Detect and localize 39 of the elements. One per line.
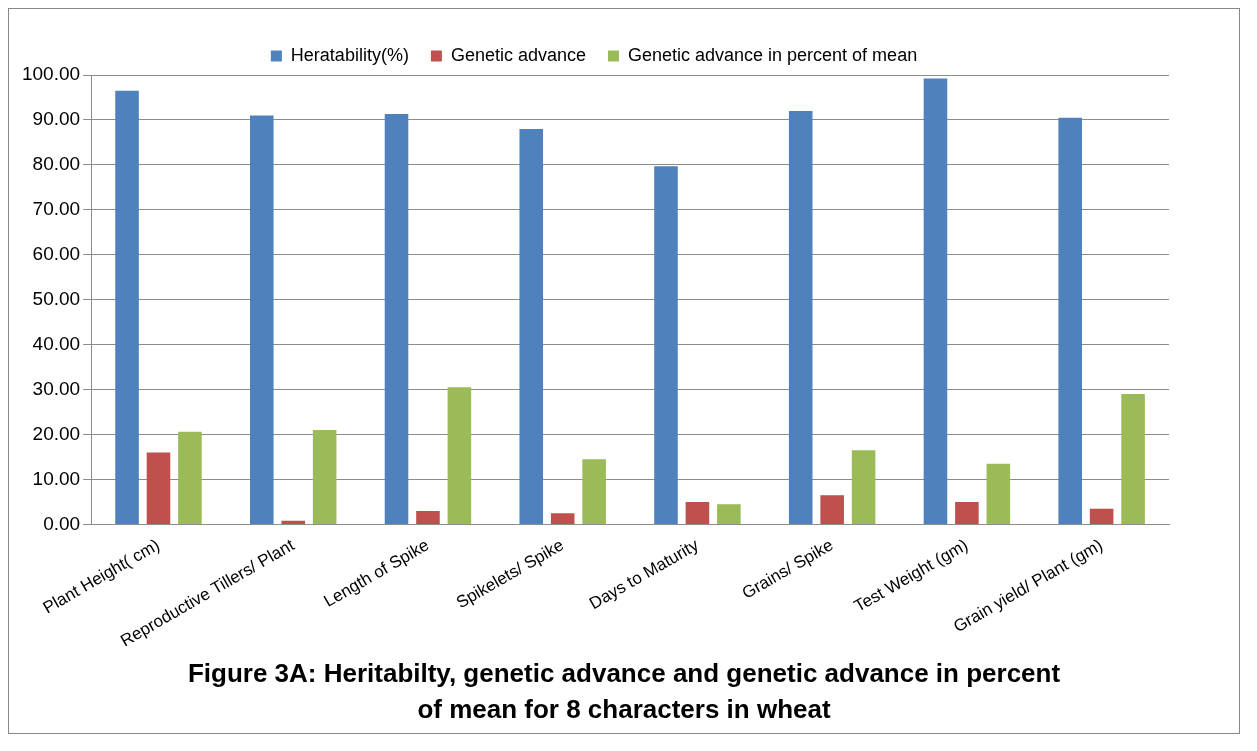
bar bbox=[1089, 508, 1114, 524]
bar bbox=[1121, 394, 1145, 524]
bar bbox=[312, 430, 337, 524]
bar bbox=[986, 463, 1011, 524]
y-tick-label: 40.00 bbox=[32, 332, 81, 354]
bar bbox=[851, 450, 876, 524]
y-tick-label: 70.00 bbox=[32, 198, 81, 220]
y-tick-label: 90.00 bbox=[32, 108, 81, 130]
bar bbox=[685, 501, 710, 524]
text: Figure 3A: Heritabilty, genetic advance and genetic advance in percent of mean for 8 characters in wheat bbox=[186, 657, 1062, 726]
y-tick-label: 100.00 bbox=[21, 63, 81, 85]
bar bbox=[384, 114, 409, 524]
bar bbox=[447, 387, 472, 524]
bar bbox=[519, 128, 544, 524]
y-tick-label: 10.00 bbox=[32, 467, 81, 489]
bar bbox=[582, 459, 606, 524]
bar bbox=[788, 110, 813, 524]
bar bbox=[923, 78, 948, 524]
bar bbox=[115, 90, 139, 524]
bar bbox=[1058, 117, 1082, 524]
y-tick-label: 60.00 bbox=[32, 243, 81, 265]
legend-label: Heratability(%) bbox=[290, 44, 409, 65]
bar bbox=[249, 115, 274, 524]
bar bbox=[955, 501, 979, 524]
y-tick-label: 20.00 bbox=[32, 422, 81, 444]
bar bbox=[820, 495, 844, 524]
bar bbox=[281, 520, 306, 524]
y-tick-label: 50.00 bbox=[32, 287, 81, 309]
bar bbox=[550, 513, 575, 524]
legend-label: Genetic advance in percent of mean bbox=[627, 44, 918, 65]
y-tick-label: 30.00 bbox=[32, 377, 81, 399]
bar bbox=[416, 510, 440, 524]
y-tick-label: 0.00 bbox=[43, 512, 81, 534]
legend-label: Genetic advance bbox=[450, 44, 586, 65]
bar bbox=[654, 166, 678, 524]
bar bbox=[717, 504, 741, 524]
y-tick-label: 80.00 bbox=[32, 153, 81, 175]
bar bbox=[146, 452, 171, 524]
bar bbox=[178, 431, 202, 524]
